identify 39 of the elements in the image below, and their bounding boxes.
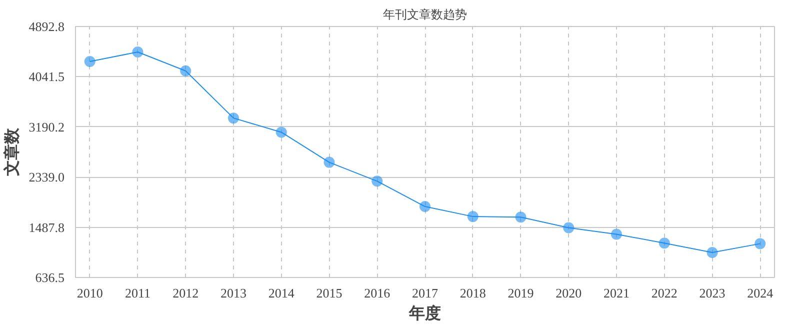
point: [228, 112, 239, 124]
x-tick-label: 2017: [412, 286, 438, 300]
x-tick-label: 2014: [268, 286, 295, 300]
x-tick-label: 2019: [508, 286, 534, 300]
y-tick-label: 4041.5: [28, 69, 64, 84]
point: [372, 176, 383, 187]
y-tick-label: 1487.8: [28, 220, 64, 235]
x-axis-title: 年度: [408, 304, 441, 322]
x-tick-label: 2011: [124, 286, 151, 300]
point: [754, 238, 766, 250]
x-tick-label: 2022: [651, 286, 678, 300]
point: [420, 201, 430, 212]
point: [84, 56, 96, 67]
x-tick-label: 2023: [699, 286, 726, 300]
x-tick-label: 2020: [556, 286, 582, 300]
y-tick-label: 636.5: [35, 270, 64, 285]
x-tick-label: 2012: [172, 286, 199, 300]
x-tick-label: 2010: [76, 286, 103, 300]
x-tick-label: 2013: [220, 286, 246, 300]
point: [180, 65, 192, 76]
point: [467, 211, 478, 222]
point: [658, 238, 670, 249]
x-tick-label: 2021: [604, 286, 630, 300]
point: [132, 46, 144, 58]
point: [706, 247, 718, 258]
x-tick-label: 2016: [364, 286, 391, 300]
point: [611, 228, 622, 240]
point: [276, 126, 287, 138]
point: [324, 156, 335, 168]
y-tick-label: 2339.0: [28, 170, 64, 185]
point: [515, 212, 526, 223]
point: [563, 222, 574, 234]
y-tick-label: 3190.2: [28, 119, 64, 134]
x-tick-label: 2015: [316, 286, 342, 300]
x-tick-label: 2018: [460, 286, 486, 300]
y-axis-title: 文章数: [2, 127, 21, 177]
chart-title: 年刊文章数趋势: [383, 8, 467, 22]
y-tick-label: 4892.8: [28, 19, 64, 34]
x-tick-label: 2024: [747, 286, 774, 300]
